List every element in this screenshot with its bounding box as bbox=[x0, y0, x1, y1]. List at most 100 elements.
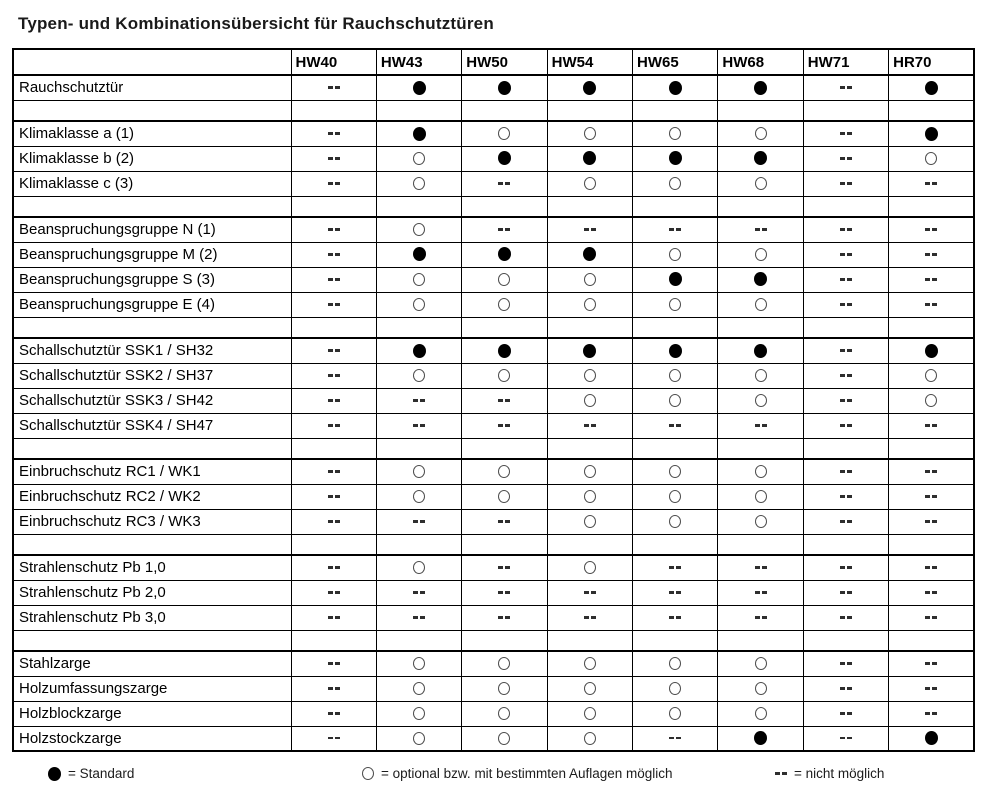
spacer-label-cell bbox=[12, 533, 292, 556]
spacer-label-cell bbox=[12, 629, 292, 652]
value-cell-standard bbox=[631, 145, 719, 172]
empty-cell bbox=[375, 99, 463, 122]
empty-cell bbox=[375, 629, 463, 652]
standard-dot-icon bbox=[668, 272, 682, 287]
empty-cell bbox=[461, 316, 548, 339]
value-cell-none bbox=[717, 412, 804, 439]
optional-circle-icon bbox=[498, 731, 511, 745]
value-cell-optional bbox=[461, 725, 548, 752]
value-cell-optional bbox=[375, 675, 463, 702]
not-possible-dash-icon bbox=[839, 228, 852, 231]
empty-cell bbox=[375, 437, 463, 460]
value-cell-none bbox=[888, 458, 975, 485]
not-possible-dash-icon bbox=[327, 373, 340, 377]
value-cell-standard bbox=[546, 337, 634, 364]
value-cell-optional bbox=[631, 387, 719, 414]
optional-circle-icon bbox=[754, 489, 767, 503]
value-cell-optional bbox=[375, 483, 463, 510]
not-possible-dash-icon bbox=[925, 566, 938, 569]
value-cell-optional bbox=[375, 145, 463, 172]
not-possible-dash-icon bbox=[327, 736, 340, 740]
empty-cell bbox=[802, 533, 890, 556]
column-header: HR70 bbox=[888, 48, 975, 76]
value-cell-optional bbox=[717, 120, 804, 147]
empty-cell bbox=[290, 437, 377, 460]
page-title: Typen- und Kombinationsübersicht für Rau… bbox=[18, 14, 494, 33]
value-cell-none bbox=[290, 120, 377, 147]
not-possible-dash-icon bbox=[839, 662, 852, 665]
value-cell-none bbox=[802, 387, 890, 414]
not-possible-dash-icon bbox=[839, 302, 852, 306]
optional-circle-icon bbox=[669, 127, 682, 141]
value-cell-standard bbox=[461, 145, 548, 172]
optional-circle-icon bbox=[498, 706, 511, 720]
optional-circle-icon bbox=[498, 272, 511, 286]
optional-circle-icon bbox=[669, 489, 682, 503]
optional-circle-icon bbox=[669, 706, 682, 720]
optional-circle-icon bbox=[754, 514, 767, 528]
value-cell-none bbox=[888, 291, 975, 318]
value-cell-none bbox=[802, 337, 890, 364]
value-cell-optional bbox=[546, 508, 634, 535]
optional-circle-icon bbox=[583, 393, 596, 407]
row-label: Rauchschutztür bbox=[12, 74, 292, 101]
not-possible-dash-icon bbox=[327, 349, 340, 352]
value-cell-optional bbox=[461, 650, 548, 677]
value-cell-none bbox=[802, 700, 890, 727]
row-label: Beanspruchungsgruppe E (4) bbox=[12, 291, 292, 318]
optional-circle-icon bbox=[669, 465, 682, 479]
value-cell-optional bbox=[717, 650, 804, 677]
row-label: Strahlenschutz Pb 3,0 bbox=[12, 604, 292, 631]
value-cell-none bbox=[290, 604, 377, 631]
standard-dot-icon bbox=[924, 80, 938, 95]
row-label: Klimaklasse a (1) bbox=[12, 120, 292, 147]
empty-cell bbox=[888, 437, 975, 460]
optional-circle-icon bbox=[413, 561, 426, 575]
not-possible-dash-icon bbox=[925, 228, 938, 231]
value-cell-none bbox=[888, 604, 975, 631]
spacer-row bbox=[12, 533, 975, 556]
value-cell-optional bbox=[375, 650, 463, 677]
not-possible-dash-icon bbox=[754, 615, 767, 619]
not-possible-dash-icon bbox=[327, 615, 340, 619]
value-cell-optional bbox=[375, 291, 463, 318]
not-possible-dash-icon bbox=[669, 615, 682, 619]
value-cell-standard bbox=[546, 241, 634, 268]
not-possible-dash-icon bbox=[754, 423, 767, 427]
value-cell-optional bbox=[717, 508, 804, 535]
value-cell-none bbox=[461, 579, 548, 606]
optional-circle-icon bbox=[583, 514, 596, 528]
value-cell-standard bbox=[461, 241, 548, 268]
spacer-label-cell bbox=[12, 437, 292, 460]
optional-circle-icon bbox=[754, 706, 767, 720]
value-cell-standard bbox=[717, 74, 804, 101]
empty-cell bbox=[290, 316, 377, 339]
optional-circle-icon bbox=[583, 561, 596, 575]
legend-not-possible-text: = nicht möglich bbox=[794, 766, 885, 781]
not-possible-dash-icon bbox=[839, 86, 852, 89]
empty-cell bbox=[546, 316, 634, 339]
value-cell-optional bbox=[546, 120, 634, 147]
value-cell-none bbox=[461, 554, 548, 581]
optional-circle-icon bbox=[413, 297, 426, 311]
value-cell-none bbox=[290, 337, 377, 364]
value-cell-standard bbox=[888, 74, 975, 101]
value-cell-optional bbox=[717, 458, 804, 485]
table-row: Beanspruchungsgruppe N (1) bbox=[12, 216, 975, 243]
empty-cell bbox=[461, 437, 548, 460]
not-possible-dash-icon bbox=[669, 566, 682, 569]
value-cell-standard bbox=[375, 74, 463, 101]
value-cell-none bbox=[375, 604, 463, 631]
value-cell-optional bbox=[546, 291, 634, 318]
empty-cell bbox=[631, 533, 719, 556]
not-possible-dash-icon bbox=[775, 772, 787, 775]
value-cell-optional bbox=[546, 170, 634, 197]
optional-circle-icon bbox=[754, 368, 767, 382]
not-possible-dash-icon bbox=[498, 228, 511, 231]
empty-cell bbox=[631, 629, 719, 652]
value-cell-none bbox=[717, 554, 804, 581]
not-possible-dash-icon bbox=[839, 277, 852, 281]
value-cell-none bbox=[375, 508, 463, 535]
table-row: Beanspruchungsgruppe E (4) bbox=[12, 291, 975, 318]
empty-cell bbox=[631, 437, 719, 460]
